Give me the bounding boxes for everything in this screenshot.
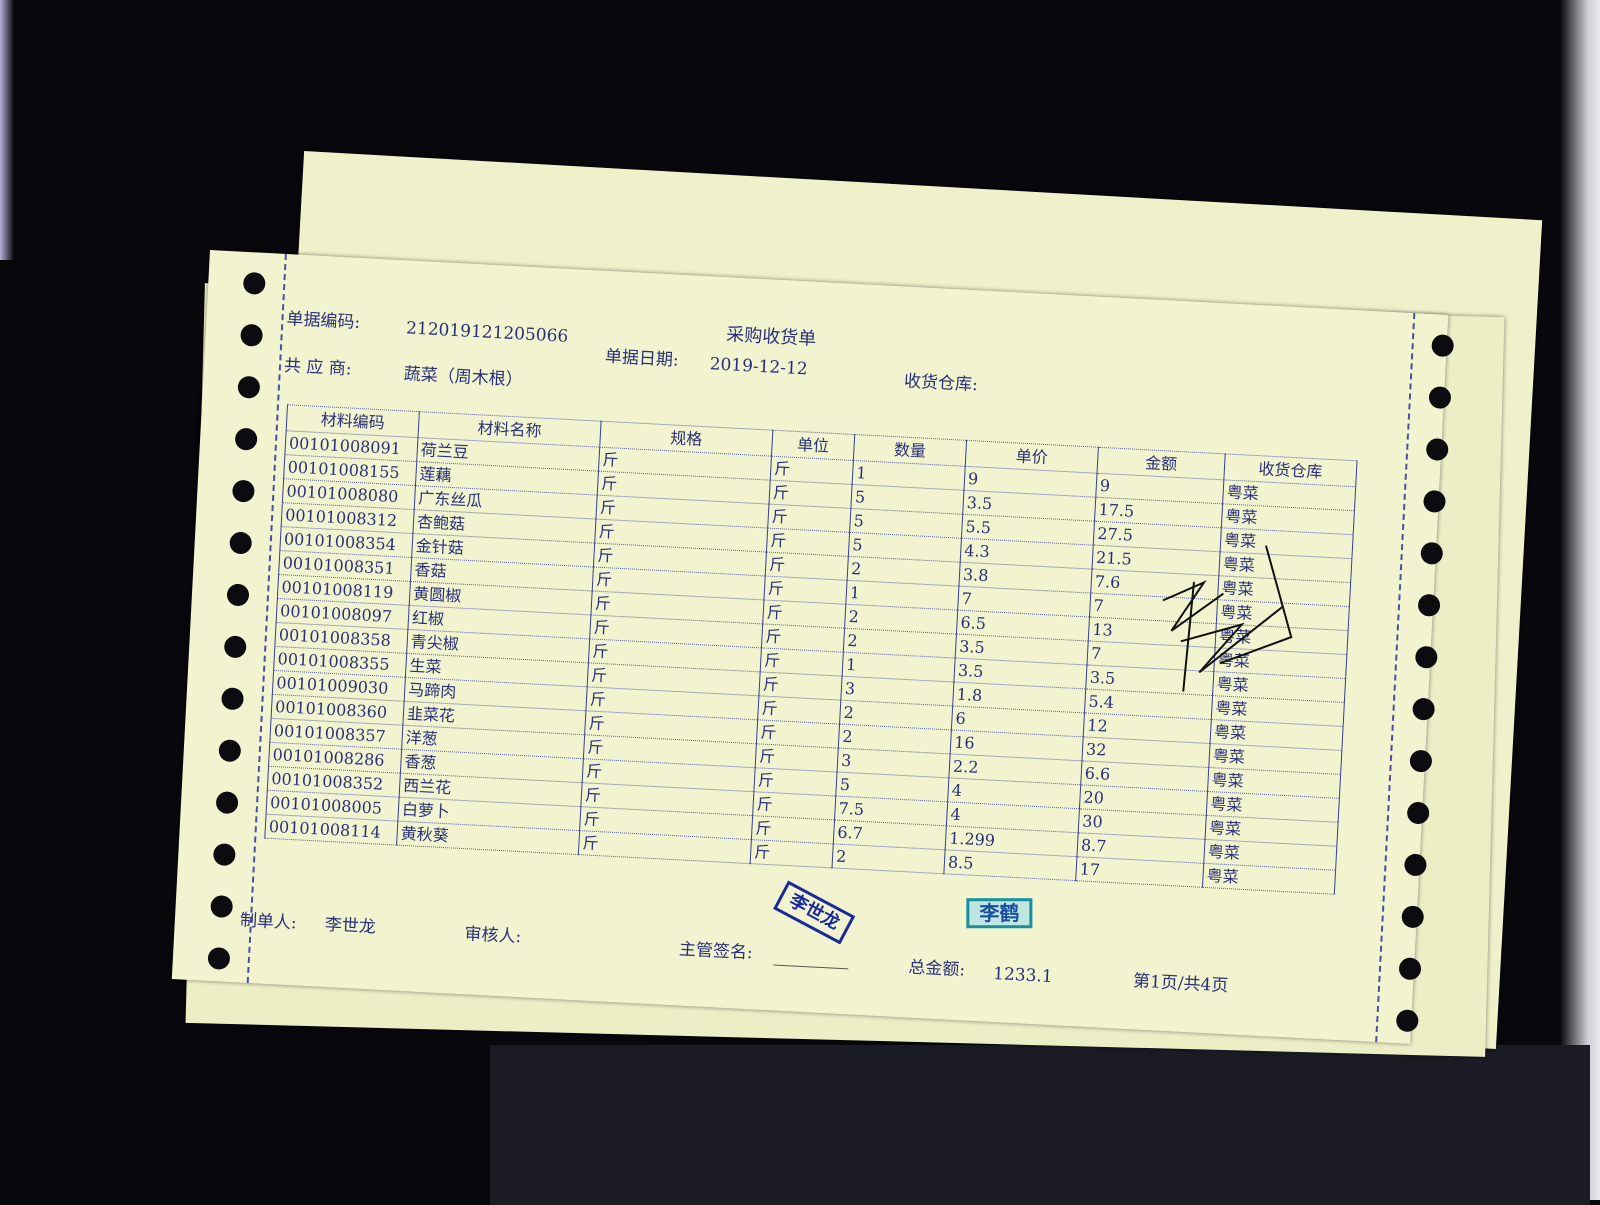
maker-label: 制单人: xyxy=(239,910,298,934)
tractor-hole xyxy=(229,531,253,555)
tractor-hole xyxy=(220,687,245,711)
tractor-hole xyxy=(240,323,264,347)
tractor-hole xyxy=(231,479,255,503)
table-cell: 斤 xyxy=(750,839,834,868)
tractor-hole xyxy=(210,894,234,919)
receipt-sheet: 采购收货单 单据编码: 212019121205066 单据日期: 2019-1… xyxy=(171,250,1455,1044)
total-amount: 1233.1 xyxy=(992,963,1054,988)
handwritten-signature xyxy=(1162,545,1293,692)
date-label: 单据日期: xyxy=(604,346,680,371)
stamp-li-shilong: 李世龙 xyxy=(773,880,856,945)
background-edge xyxy=(1560,0,1600,1200)
supplier-label: 共 应 商: xyxy=(283,356,353,380)
perforation-line xyxy=(1375,313,1416,1043)
tractor-hole xyxy=(226,583,250,607)
reviewer-label: 审核人: xyxy=(464,924,522,948)
maker: 李世龙 xyxy=(324,914,377,938)
supervisor-label: 主管签名: xyxy=(678,939,754,964)
doc-title: 采购收货单 xyxy=(725,324,817,350)
table-cell: 2 xyxy=(832,843,946,874)
tractor-hole xyxy=(234,427,258,451)
stamp-li-he: 李鹤 xyxy=(966,898,1033,929)
page-indicator: 第1页/共4页 xyxy=(1132,971,1229,997)
desk-surface xyxy=(490,1045,1590,1205)
total-label: 总金额: xyxy=(907,957,966,981)
tractor-hole xyxy=(215,791,239,815)
warehouse-label: 收货仓库: xyxy=(903,371,979,396)
tractor-hole xyxy=(207,946,231,970)
tractor-hole xyxy=(237,375,261,399)
doc-no: 212019121205066 xyxy=(405,318,569,347)
background-edge xyxy=(0,0,14,260)
supplier: 蔬菜（周木根） xyxy=(403,364,524,391)
tractor-hole xyxy=(223,635,247,659)
doc-date: 2019-12-12 xyxy=(709,354,809,380)
tractor-hole xyxy=(218,739,242,763)
tractor-hole xyxy=(212,843,236,867)
tractor-hole xyxy=(242,271,266,295)
supervisor-signature-line xyxy=(773,964,849,970)
doc-no-label: 单据编码: xyxy=(285,309,361,333)
